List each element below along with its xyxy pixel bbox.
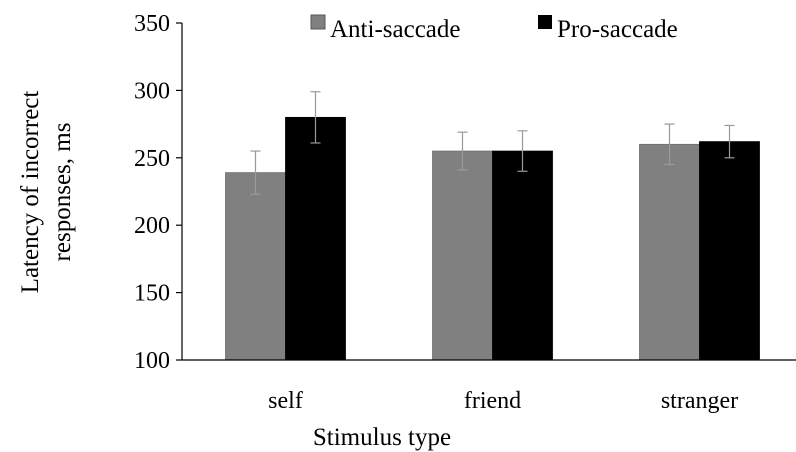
bar-pro-saccade-stranger — [699, 141, 760, 361]
y-tick-label: 150 — [134, 281, 170, 307]
error-bars — [250, 91, 735, 195]
y-axis-title-line-2: responses, ms — [49, 123, 76, 262]
y-tick-label: 100 — [134, 348, 170, 374]
y-tick-label: 250 — [134, 146, 170, 172]
bars — [225, 116, 760, 361]
y-axis-title: Latency of incorrect responses, ms — [17, 91, 76, 294]
bar-anti-saccade-stranger — [639, 143, 700, 361]
bar-pro-saccade-self — [285, 116, 346, 361]
axes — [181, 23, 796, 361]
legend-label-pro-saccade: Pro-saccade — [557, 16, 678, 43]
y-tick-label: 200 — [134, 213, 170, 239]
y-axis-title-line-1: Latency of incorrect — [17, 91, 44, 294]
legend-swatch-anti-saccade — [310, 14, 326, 30]
x-tick-label: self — [268, 388, 303, 414]
x-tick-label: stranger — [661, 388, 738, 414]
y-tick-label: 350 — [134, 11, 170, 37]
legend: Anti-saccade Pro-saccade — [310, 14, 678, 43]
bar-pro-saccade-friend — [492, 150, 553, 361]
x-axis-title: Stimulus type — [313, 424, 451, 451]
y-axis-ticks: 100 150 200 250 300 350 — [134, 11, 182, 374]
x-tick-label: friend — [464, 388, 521, 414]
bar-anti-saccade-friend — [432, 150, 493, 361]
bar-anti-saccade-self — [225, 172, 286, 361]
legend-label-anti-saccade: Anti-saccade — [330, 16, 460, 43]
x-axis-ticks: self friend stranger — [268, 388, 738, 414]
y-tick-label: 300 — [134, 78, 170, 104]
legend-swatch-pro-saccade — [538, 15, 552, 29]
